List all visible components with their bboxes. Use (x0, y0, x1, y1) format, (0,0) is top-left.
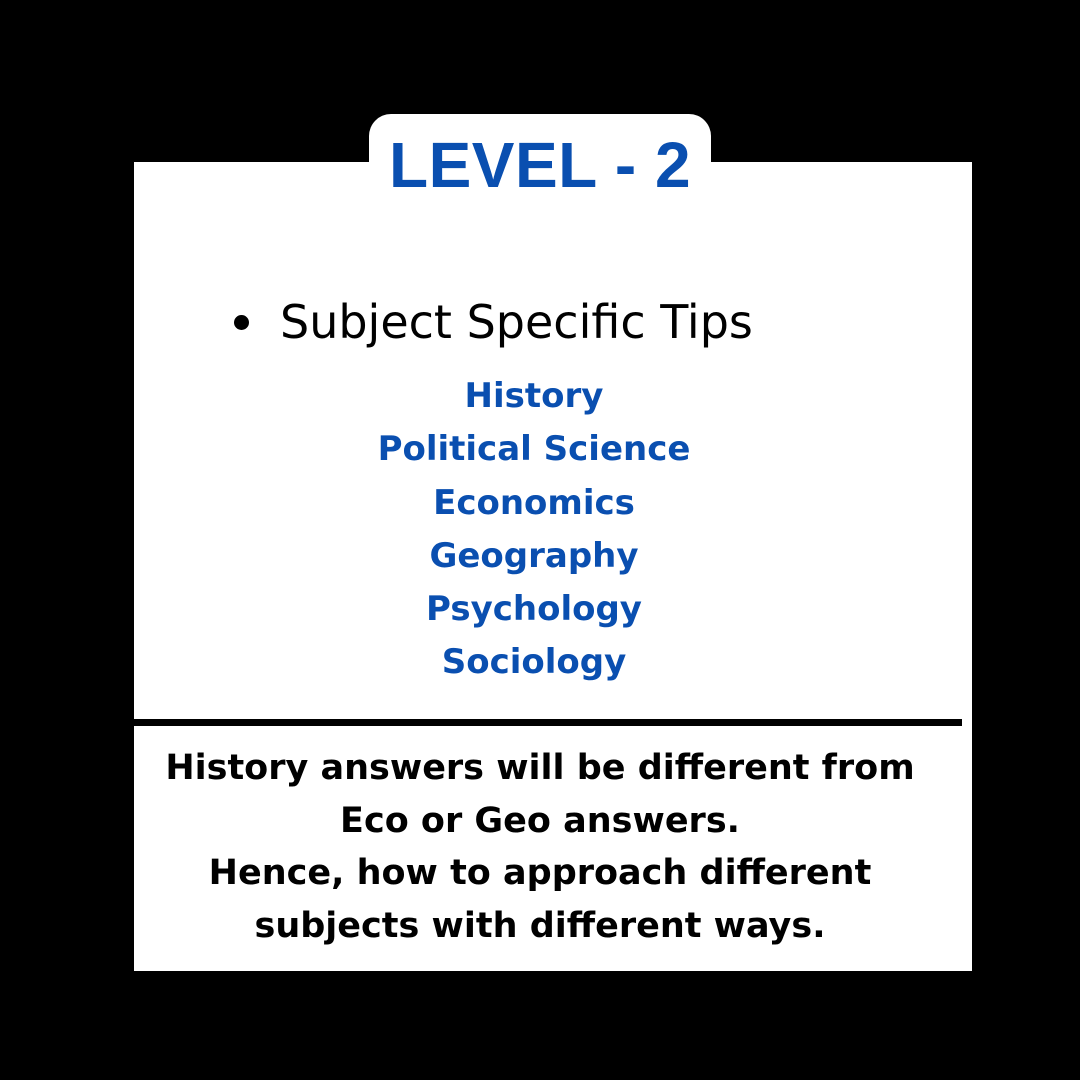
subject-item: Sociology (441, 642, 627, 683)
bullet-dot-icon (234, 314, 249, 330)
bullet-item: Subject Specific Tips (228, 292, 753, 352)
subject-item: Psychology (426, 589, 642, 630)
subject-list: History Political Science Economics Geog… (134, 370, 934, 690)
note-line: History answers will be different from (165, 748, 915, 788)
subject-item: Economics (433, 482, 635, 523)
note-block: History answers will be different from E… (134, 742, 946, 952)
bullet-text: Subject Specific Tips (280, 295, 753, 349)
note-line: Eco or Geo answers. (340, 800, 740, 841)
note-line: subjects with different ways. (254, 905, 826, 946)
note-line: Hence, how to approach different (208, 853, 872, 893)
subject-item: History (464, 376, 604, 416)
level-tab: LEVEL - 2 (369, 114, 711, 214)
subject-item: Geography (429, 535, 639, 576)
level-title: LEVEL - 2 (388, 129, 692, 201)
content-card (134, 162, 972, 971)
section-divider (134, 719, 962, 726)
subject-item: Political Science (377, 429, 691, 470)
